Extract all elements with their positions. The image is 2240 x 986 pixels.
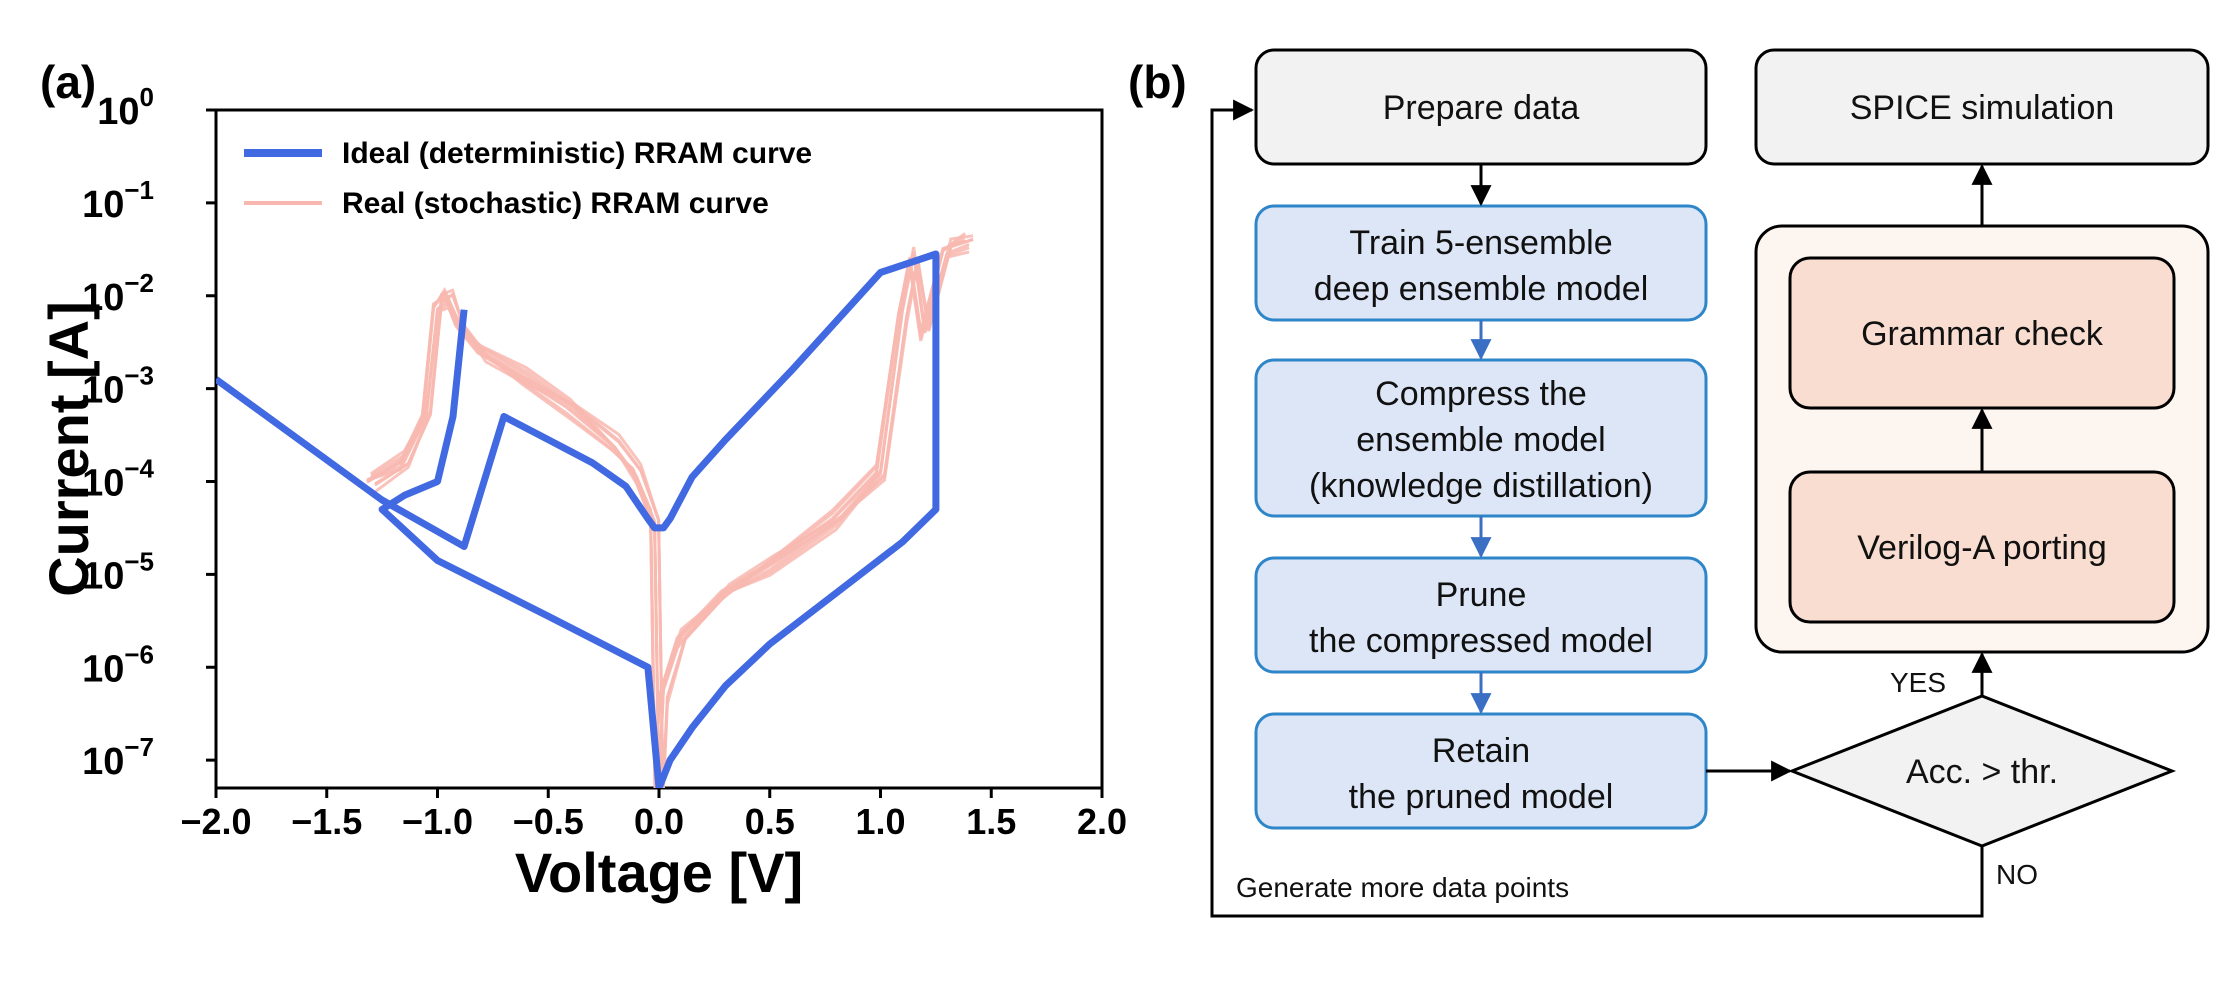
y-tick-exponent: −7 bbox=[124, 732, 154, 762]
x-axis-label: Voltage [V] bbox=[515, 841, 803, 904]
train-text-2: deep ensemble model bbox=[1314, 270, 1649, 308]
legend-ideal-label: Ideal (deterministic) RRAM curve bbox=[342, 137, 812, 170]
decision-diamond bbox=[1787, 694, 2177, 848]
prune-text-1: Prune bbox=[1436, 576, 1527, 614]
x-axis-ticks: −2.0 −1.5 −1.0 −0.5 0.0 0.5 1.0 1.5 2.0 bbox=[180, 788, 1127, 842]
x-tick-label: 2.0 bbox=[1077, 801, 1127, 842]
y-tick-exponent: −1 bbox=[124, 175, 154, 205]
panel-b-label: (b) bbox=[1128, 56, 1187, 108]
no-label: NO bbox=[1996, 859, 2038, 890]
y-axis-label: Current [A] bbox=[37, 301, 100, 597]
compress-text-1: Compress the bbox=[1375, 375, 1587, 413]
spice-text: SPICE simulation bbox=[1850, 89, 2115, 127]
panel-b: (b) Prepare data Train 5-ensemble deep e… bbox=[1128, 48, 2210, 918]
y-tick-label: 10−6 bbox=[82, 639, 154, 690]
x-tick-label: −0.5 bbox=[513, 801, 584, 842]
panel-a: (a) −2.0 −1.5 −1.0 −0.5 0.0 0.5 1.0 1.5 2.0 100 1… bbox=[37, 56, 1127, 904]
y-tick-exponent: 0 bbox=[140, 82, 154, 112]
y-tick-label: 10−7 bbox=[82, 732, 154, 783]
y-tick-label: 100 bbox=[97, 82, 154, 133]
y-tick-exponent: −4 bbox=[124, 454, 154, 484]
retain-text-1: Retain bbox=[1432, 732, 1530, 770]
x-tick-label: −1.0 bbox=[402, 801, 473, 842]
x-tick-label: 1.5 bbox=[966, 801, 1016, 842]
x-tick-label: −1.5 bbox=[291, 801, 362, 842]
y-tick-exponent: −2 bbox=[124, 268, 154, 298]
y-tick-exponent: −3 bbox=[124, 361, 154, 391]
prune-text-2: the compressed model bbox=[1309, 622, 1653, 660]
real-curve-trace bbox=[366, 239, 966, 788]
retain-text-2: the pruned model bbox=[1349, 778, 1614, 816]
panel-a-label: (a) bbox=[40, 56, 96, 108]
y-tick-label: 10−3 bbox=[82, 361, 154, 412]
real-curve-trace bbox=[370, 246, 970, 787]
arrow-no-loop bbox=[1210, 99, 1984, 918]
decision-text: Acc. > thr. bbox=[1906, 753, 2058, 791]
y-tick-exponent: −6 bbox=[124, 639, 154, 669]
legend-real-label: Real (stochastic) RRAM curve bbox=[342, 187, 769, 220]
plot-area bbox=[216, 232, 974, 788]
compress-text-3: (knowledge distillation) bbox=[1309, 467, 1653, 505]
y-tick-exponent: −5 bbox=[124, 546, 154, 576]
loop-label: Generate more data points bbox=[1236, 872, 1569, 903]
x-tick-label: 0.0 bbox=[634, 801, 684, 842]
x-tick-label: 0.5 bbox=[745, 801, 795, 842]
ideal-curve bbox=[216, 250, 940, 788]
grammar-text: Grammar check bbox=[1861, 315, 2104, 353]
verilog-text: Verilog-A porting bbox=[1857, 529, 2107, 567]
prepare-data-text: Prepare data bbox=[1383, 89, 1580, 127]
yes-label: YES bbox=[1890, 667, 1946, 698]
real-curve-trace bbox=[374, 234, 974, 788]
y-tick-label: 10−1 bbox=[82, 175, 154, 226]
train-text-1: Train 5-ensemble bbox=[1349, 224, 1612, 262]
compress-text-2: ensemble model bbox=[1356, 421, 1605, 459]
x-tick-label: −2.0 bbox=[180, 801, 251, 842]
legend: Ideal (deterministic) RRAM curve Real (s… bbox=[244, 137, 812, 220]
x-tick-label: 1.0 bbox=[855, 801, 905, 842]
